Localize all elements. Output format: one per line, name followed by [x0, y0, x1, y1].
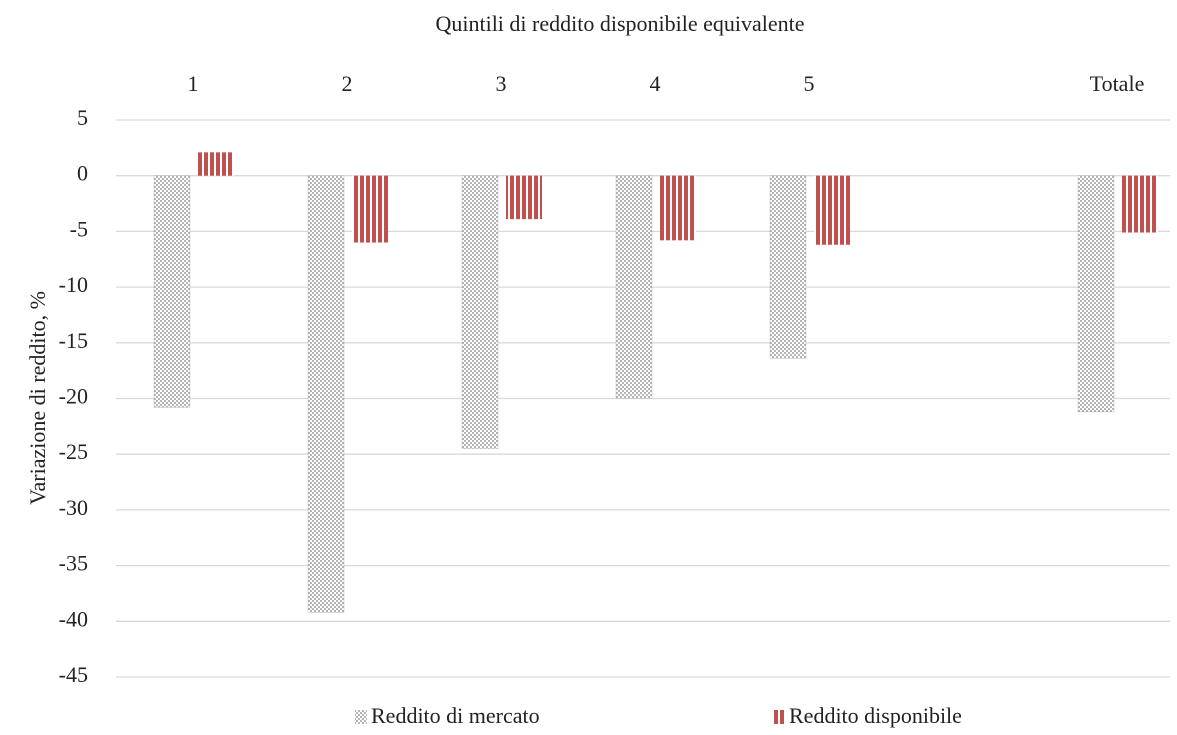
y-tick-label: -40: [59, 606, 88, 631]
bar: [461, 175, 499, 449]
bar: [352, 175, 388, 243]
y-axis-label: Variazione di reddito, %: [25, 291, 50, 505]
bar: [1122, 175, 1158, 233]
bar: [814, 175, 850, 245]
bar: [307, 175, 345, 613]
legend-label: Reddito disponibile: [789, 703, 962, 728]
y-tick-label: -10: [59, 272, 88, 297]
y-tick-label: -35: [59, 551, 88, 576]
y-tick-label: -30: [59, 495, 88, 520]
bar: [153, 175, 191, 408]
legend-swatch: [773, 710, 785, 724]
chart-title: Quintili di reddito disponibile equivale…: [435, 11, 804, 36]
x-tick-label: 4: [650, 71, 661, 96]
legend-swatch: [355, 710, 367, 724]
x-tick-label: 2: [342, 71, 353, 96]
bar: [769, 175, 807, 359]
x-tick-label: Totale: [1090, 71, 1145, 96]
bar: [506, 175, 542, 220]
x-tick-label: 5: [804, 71, 815, 96]
legend-item: Reddito di mercato: [355, 703, 540, 728]
y-tick-label: -25: [59, 439, 88, 464]
bar: [1077, 175, 1115, 413]
y-tick-label: -5: [70, 216, 88, 241]
y-tick-label: -45: [59, 662, 88, 687]
bar: [198, 152, 234, 176]
y-tick-label: -15: [59, 328, 88, 353]
y-tick-label: 5: [77, 105, 88, 130]
bar: [615, 175, 653, 399]
x-tick-label: 3: [496, 71, 507, 96]
y-tick-label: 0: [77, 161, 88, 186]
bar: [660, 175, 696, 241]
y-tick-label: -20: [59, 384, 88, 409]
x-tick-label: 1: [188, 71, 199, 96]
legend-item: Reddito disponibile: [773, 703, 962, 728]
legend-label: Reddito di mercato: [371, 703, 540, 728]
